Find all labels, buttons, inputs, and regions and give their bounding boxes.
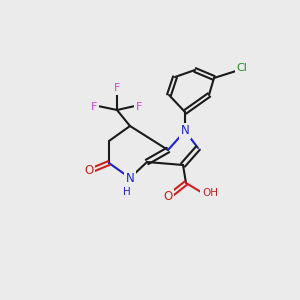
Text: N: N: [181, 124, 189, 137]
Text: H: H: [123, 187, 131, 197]
Text: OH: OH: [202, 188, 218, 198]
Text: O: O: [84, 164, 94, 176]
Text: F: F: [114, 83, 120, 93]
Text: Cl: Cl: [237, 63, 248, 73]
Text: F: F: [136, 102, 142, 112]
Text: F: F: [91, 102, 97, 112]
Text: N: N: [126, 172, 134, 184]
Text: O: O: [164, 190, 172, 203]
